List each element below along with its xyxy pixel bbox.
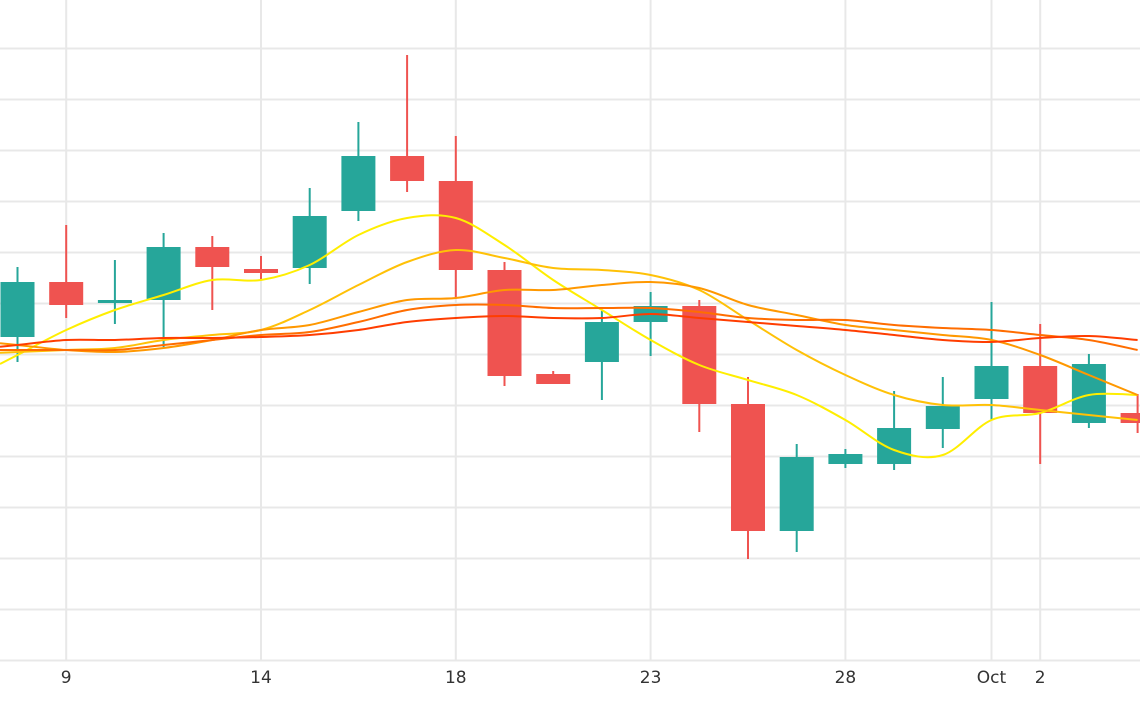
candle-body [97,300,132,303]
candle-body [390,156,425,181]
candle-down [49,225,84,318]
candle-down [195,236,230,310]
candle-down [536,371,571,384]
candle-body [877,428,912,464]
candle-body [974,366,1009,399]
candle-down [487,262,522,386]
candle-down [390,55,425,192]
ma-4-line [0,303,1138,352]
ma-5-line [0,312,1138,348]
candle-body [49,282,84,305]
candle-up [828,449,863,468]
candle-up [974,302,1009,420]
candle-body [731,404,765,531]
x-tick-label: 23 [640,668,662,688]
candle-up [341,122,376,221]
candle-down [731,377,765,559]
candle-body [779,457,814,531]
x-tick-label: 28 [835,668,857,688]
grid [0,0,1140,662]
candle-up [925,377,960,448]
candle-up [779,444,814,552]
candle-up [0,267,35,362]
candle-body [244,269,278,273]
candle-body [487,270,522,376]
x-tick-label: 18 [445,668,467,688]
moving-average-lines [0,214,1138,459]
ma-3-line [0,280,1138,396]
x-tick-label: 9 [61,668,72,688]
x-tick-label: Oct [977,668,1007,688]
candle-body [195,247,230,267]
candle-down [244,256,278,280]
candle-down [682,300,717,432]
candle-body [341,156,376,211]
candle-body [925,406,960,429]
candle-down [1023,324,1058,464]
candle-body [682,306,717,404]
candle-body [438,181,473,270]
x-tick-label: 14 [250,668,272,688]
candle-body [0,282,35,337]
candle-up [584,311,619,400]
x-tick-label: 2 [1035,668,1046,688]
candle-body [584,322,619,362]
candle-up [97,260,132,324]
x-axis: 9 14 18 23 28 Oct 2 [61,668,1046,688]
candle-body [1120,413,1140,423]
ma-1-line [0,214,1138,459]
candle-body [146,247,181,300]
candle-body [292,216,327,268]
candle-body [1023,366,1058,413]
candles [0,55,1140,559]
candle-body [536,374,571,384]
ma-2-line [0,248,1138,421]
candle-down [1120,394,1140,433]
candle-up [877,391,912,470]
candle-body [828,454,863,464]
